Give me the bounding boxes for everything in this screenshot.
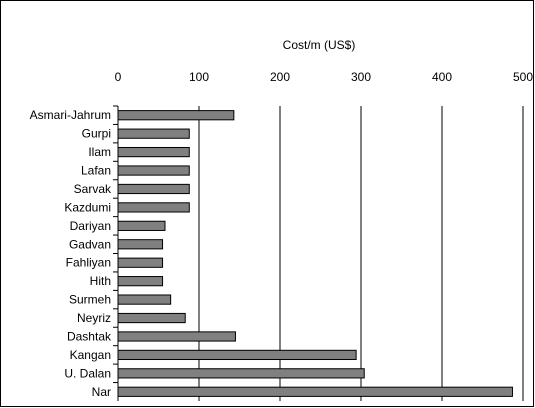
x-tick-label: 400 (432, 70, 452, 84)
bar-sarvak (117, 183, 190, 195)
bar-dariyan (117, 220, 166, 231)
x-tick-label: 100 (189, 70, 209, 84)
bar-lafan (117, 165, 190, 176)
category-label: Gadvan (69, 237, 111, 251)
x-tick-label: 0 (115, 70, 122, 84)
category-label: Hith (90, 274, 111, 288)
bars (117, 110, 513, 397)
bar-u-dalan (117, 368, 365, 379)
x-tick-label: 300 (351, 70, 371, 84)
category-label: Neyriz (77, 311, 111, 325)
x-tick-label: 200 (270, 70, 290, 84)
category-label: Kangan (70, 348, 111, 362)
bar-gurpi (117, 128, 190, 139)
category-label: Lafan (81, 164, 111, 178)
axes (113, 105, 119, 401)
x-tick-labels: 0 100 200 300 400 500 (115, 70, 534, 84)
bar-nar (117, 386, 513, 397)
category-label: Nar (92, 385, 111, 399)
bar-kangan (117, 349, 357, 361)
bar-asmari-jahrum (117, 110, 235, 121)
category-label: Surmeh (69, 293, 111, 307)
x-tick-label: 500 (513, 70, 533, 84)
x-axis-label: Cost/m (US$) (283, 38, 356, 52)
category-label: Ilam (88, 145, 111, 159)
bar-ilam (117, 146, 190, 158)
bar-neyriz (117, 312, 186, 324)
category-label: Dariyan (70, 219, 111, 233)
category-label: Kazdumi (64, 200, 111, 214)
category-labels: Asmari-Jahrum Gurpi Ilam Lafan Sarvak Kazdumi… (30, 108, 112, 399)
category-label: Sarvak (74, 182, 112, 196)
bar-kazdumi (117, 202, 190, 213)
bar-gadvan (117, 239, 164, 250)
bar-hith (117, 276, 164, 287)
bar-dashtak (117, 331, 236, 342)
category-label: Fahliyan (66, 256, 111, 270)
category-label: Gurpi (82, 127, 111, 141)
category-label: U. Dalan (64, 366, 111, 380)
bar-fahliyan (117, 257, 164, 268)
category-label: Dashtak (67, 329, 112, 343)
category-label: Asmari-Jahrum (30, 108, 111, 122)
bar-surmeh (117, 294, 172, 305)
